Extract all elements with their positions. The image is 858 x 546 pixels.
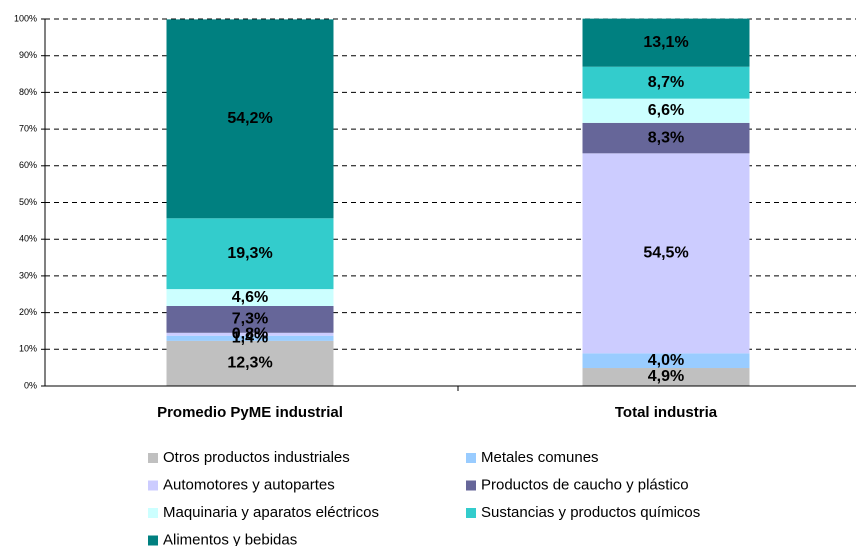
- y-tick-label: 20%: [19, 307, 37, 317]
- legend-swatch: [148, 480, 158, 491]
- bar-segment: [166, 305, 334, 333]
- bar-segment: [166, 340, 334, 386]
- bar-segment: [582, 66, 750, 99]
- bar-segment: [582, 368, 750, 386]
- y-tick-label: 30%: [19, 270, 37, 280]
- bar-segment: [582, 98, 750, 123]
- y-tick-label: 100%: [14, 13, 37, 23]
- value-label: 4,0%: [648, 352, 684, 369]
- value-label: 54,2%: [227, 110, 272, 127]
- bar-segment: [582, 353, 750, 369]
- legend-swatch: [148, 535, 158, 546]
- x-tick-label: Total industria: [615, 404, 718, 421]
- legend-label: Metales comunes: [481, 449, 599, 466]
- value-label: 54,5%: [643, 245, 688, 262]
- value-label: 4,9%: [648, 368, 684, 385]
- legend-label: Otros productos industriales: [163, 449, 350, 466]
- legend-swatch: [466, 480, 476, 491]
- legend-label: Maquinaria y aparatos eléctricos: [163, 504, 379, 521]
- bar-segment: [582, 122, 750, 154]
- y-tick-label: 70%: [19, 123, 37, 133]
- legend-swatch: [148, 453, 158, 463]
- bar-segment: [166, 218, 334, 290]
- value-label: 13,1%: [643, 34, 688, 51]
- legend-label: Automotores y autopartes: [163, 476, 335, 493]
- legend-label: Productos de caucho y plástico: [481, 476, 689, 493]
- bar-segment: [166, 335, 334, 341]
- bar-segment: [166, 332, 334, 336]
- y-tick-label: 80%: [19, 87, 37, 97]
- y-tick-label: 60%: [19, 160, 37, 170]
- value-label: 7,3%: [232, 311, 268, 328]
- y-tick-label: 90%: [19, 50, 37, 60]
- legend-swatch: [466, 453, 476, 463]
- value-label: 4,6%: [232, 289, 268, 306]
- y-tick-label: 40%: [19, 234, 37, 244]
- x-tick-label: Promedio PyME industrial: [157, 404, 343, 421]
- bar-segment: [166, 19, 334, 219]
- value-label: 6,6%: [648, 102, 684, 119]
- bar-segment: [166, 289, 334, 306]
- y-tick-label: 0%: [24, 380, 37, 390]
- bar-segment: [582, 18, 750, 67]
- value-label: 19,3%: [227, 245, 272, 262]
- y-tick-label: 10%: [19, 344, 37, 354]
- value-label: 1,4%: [232, 330, 268, 347]
- legend-swatch: [466, 508, 476, 518]
- bar-segment: [582, 153, 750, 354]
- y-tick-label: 50%: [19, 197, 37, 207]
- legend-label: Alimentos y bebidas: [163, 531, 297, 546]
- value-label: 8,3%: [648, 129, 684, 146]
- legend-swatch: [148, 508, 158, 518]
- value-label: 12,3%: [227, 355, 272, 372]
- value-label: 0,8%: [232, 325, 268, 342]
- legend-label: Sustancias y productos químicos: [481, 504, 700, 521]
- value-label: 8,7%: [648, 74, 684, 91]
